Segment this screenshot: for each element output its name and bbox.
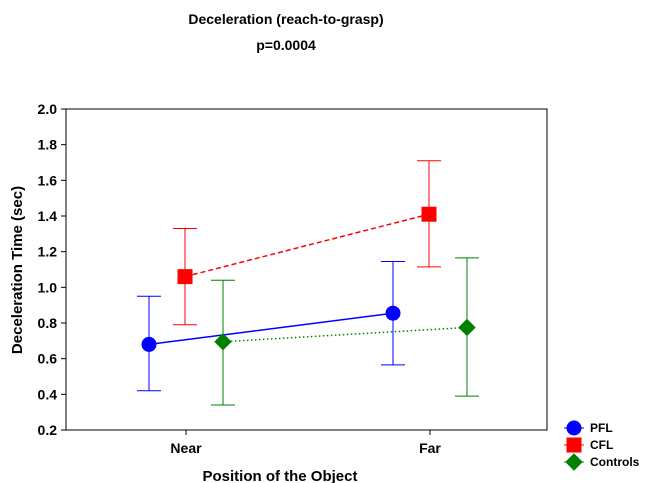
- data-point-pfl: [385, 305, 401, 321]
- series-line-controls: [222, 326, 468, 343]
- y-tick-label: 0.8: [38, 315, 58, 331]
- chart-title: Deceleration (reach-to-grasp): [188, 11, 383, 27]
- y-tick-label: 1.0: [38, 279, 58, 295]
- y-tick-label: 1.2: [38, 244, 58, 260]
- legend-item-cfl: CFL: [564, 437, 613, 453]
- data-point-cfl: [177, 269, 193, 285]
- data-point-controls: [458, 318, 476, 337]
- series-controls: [211, 257, 479, 406]
- legend: PFL CFL Controls: [564, 420, 640, 471]
- legend-marker: [566, 420, 582, 436]
- plot-area: [137, 160, 479, 406]
- data-point-cfl: [421, 206, 437, 222]
- plot-frame: [65, 108, 548, 431]
- x-axis: Near Far: [170, 430, 441, 456]
- chart-subtitle: p=0.0004: [256, 37, 316, 53]
- y-axis: 0.2 0.4 0.6 0.8 1.0 1.2 1.4 1.6 1.8 2.0: [38, 101, 66, 438]
- legend-marker: [566, 437, 582, 453]
- legend-label: CFL: [590, 438, 613, 452]
- data-point-controls: [214, 333, 232, 351]
- y-tick-label: 0.6: [38, 351, 58, 367]
- legend-marker: [565, 453, 583, 471]
- series-cfl: [173, 160, 441, 326]
- x-tick-label: Near: [170, 440, 202, 456]
- legend-item-pfl: PFL: [564, 420, 613, 436]
- series-pfl: [137, 260, 405, 392]
- data-point-pfl: [141, 336, 157, 352]
- x-axis-label: Position of the Object: [202, 468, 357, 483]
- legend-label: PFL: [590, 421, 613, 435]
- y-tick-label: 1.6: [38, 172, 58, 188]
- x-tick-label: Far: [419, 440, 441, 456]
- legend-item-controls: Controls: [564, 453, 640, 471]
- y-axis-label: Deceleration Time (sec): [9, 186, 26, 354]
- series-line-cfl: [184, 213, 430, 278]
- y-tick-label: 0.2: [38, 422, 58, 438]
- y-tick-label: 1.8: [38, 137, 58, 153]
- y-tick-label: 0.4: [38, 386, 58, 402]
- y-tick-label: 2.0: [38, 101, 58, 117]
- legend-label: Controls: [590, 455, 640, 469]
- y-tick-label: 1.4: [38, 208, 58, 224]
- series-line-pfl: [148, 312, 394, 346]
